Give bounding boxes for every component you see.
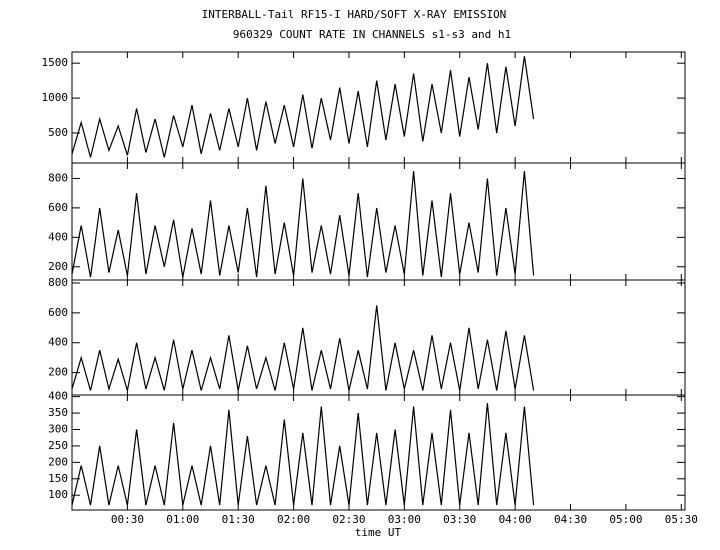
y-tick-label: 400: [48, 230, 68, 243]
chart-title: INTERBALL-Tail RF15-I HARD/SOFT X-RAY EM…: [202, 8, 507, 21]
y-tick-label: 300: [48, 423, 68, 436]
y-tick-label: 200: [48, 455, 68, 468]
y-tick-label: 150: [48, 472, 68, 485]
x-tick-label: 03:30: [443, 513, 476, 526]
y-tick-label: 600: [48, 201, 68, 214]
y-tick-label: 350: [48, 406, 68, 419]
x-tick-label: 05:00: [609, 513, 642, 526]
y-tick-label: 400: [48, 390, 68, 403]
data-line: [71, 171, 535, 278]
x-tick-label: 01:30: [222, 513, 255, 526]
data-line: [71, 403, 535, 506]
y-tick-label: 200: [48, 366, 68, 379]
x-axis-label: time UT: [355, 526, 402, 539]
x-tick-label: 04:00: [499, 513, 532, 526]
x-tick-label: 02:30: [332, 513, 365, 526]
y-tick-label: 500: [48, 126, 68, 139]
x-tick-label: 05:30: [665, 513, 698, 526]
y-tick-label: 400: [48, 336, 68, 349]
data-line: [71, 56, 535, 158]
y-tick-label: 200: [48, 260, 68, 273]
chart-subtitle: 960329 COUNT RATE IN CHANNELS s1-s3 and …: [233, 28, 511, 41]
x-tick-label: 01:00: [166, 513, 199, 526]
x-tick-label: 00:30: [111, 513, 144, 526]
panel-frame: [71, 394, 686, 511]
x-tick-label: 04:30: [554, 513, 587, 526]
y-tick-label: 250: [48, 439, 68, 452]
x-tick-label: 03:00: [388, 513, 421, 526]
y-tick-label: 1500: [42, 56, 69, 69]
y-tick-label: 1000: [42, 91, 69, 104]
data-line: [71, 305, 535, 392]
y-tick-label: 800: [48, 276, 68, 289]
x-tick-label: 02:00: [277, 513, 310, 526]
y-tick-label: 800: [48, 171, 68, 184]
y-tick-label: 600: [48, 306, 68, 319]
y-tick-label: 100: [48, 488, 68, 501]
